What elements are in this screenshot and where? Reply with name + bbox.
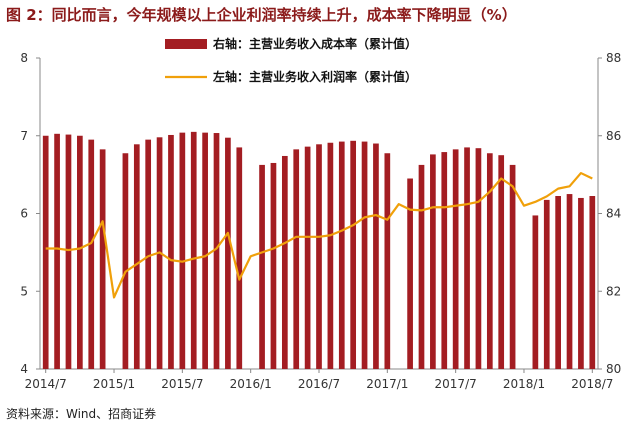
cost-ratio-bar [316,144,322,369]
x-tick-label: 2016/1 [230,377,272,391]
cost-ratio-bar [281,155,288,369]
cost-ratio-bar [384,153,391,369]
cost-ratio-bar [190,131,197,369]
legend-label-line: 左轴：主营业务收入利润率（累计值） [212,69,417,84]
cost-ratio-bar [42,135,49,369]
chart-legend: 右轴：主营业务收入成本率（累计值） 左轴：主营业务收入利润率（累计值） [165,36,417,84]
cost-ratio-bar [555,196,561,369]
cost-ratio-bar [430,154,436,369]
cost-ratio-bar [543,199,550,369]
cost-ratio-bar [202,132,208,369]
cost-ratio-bar [304,146,311,369]
cost-ratio-bar [566,194,573,369]
cost-ratio-bar [509,164,516,369]
cost-ratio-bar [338,141,345,369]
cost-ratio-bar [498,155,505,369]
cost-ratio-bar [213,133,220,369]
cost-ratio-bar [407,178,413,369]
right-tick-label: 86 [606,129,621,143]
cost-ratio-bar [475,148,482,369]
cost-ratio-bar [327,142,334,369]
cost-ratio-bar [225,137,231,369]
cost-ratio-bar [532,215,539,369]
legend-swatch-bar [165,39,207,49]
cost-ratio-bar [77,135,83,369]
cost-ratio-bar [486,153,493,369]
right-tick-label: 84 [606,207,621,221]
cost-ratio-bar [350,140,357,369]
left-tick-label: 5 [20,284,28,298]
x-tick-label: 2014/7 [25,377,67,391]
left-tick-label: 8 [20,51,28,65]
cost-ratio-bar [270,162,277,369]
cost-ratio-bar [133,144,140,369]
cost-ratio-bar [145,139,152,369]
cost-ratio-bar [464,147,470,369]
cost-ratio-bar [293,149,300,369]
x-tick-label: 2016/7 [298,377,340,391]
line-series [45,171,593,299]
cost-ratio-bar [168,134,174,369]
cost-ratio-bar [441,152,448,369]
source-note: 资料来源：Wind、招商证券 [6,407,157,421]
x-tick-label: 2017/1 [366,377,408,391]
legend-label-bar: 右轴：主营业务收入成本率（累计值） [212,36,417,51]
cost-ratio-bar [179,132,186,369]
chart-title: 图 2：同比而言，今年规模以上企业利润率持续上升，成本率下降明显（%） [6,6,517,24]
x-tick-label: 2015/1 [93,377,135,391]
x-tick-label: 2018/7 [571,377,613,391]
cost-ratio-bar [452,149,459,369]
left-tick-label: 6 [20,207,28,221]
left-tick-label: 4 [20,362,28,376]
cost-ratio-bar [122,153,129,369]
bar-series [42,131,596,369]
x-tick-label: 2018/1 [503,377,545,391]
cost-ratio-bar [88,139,95,369]
cost-ratio-bar [589,196,596,369]
left-tick-label: 7 [20,129,28,143]
cost-ratio-bar [99,149,106,369]
cost-ratio-bar [259,164,265,369]
cost-ratio-bar [578,197,584,369]
right-tick-label: 82 [606,284,621,298]
cost-ratio-bar [418,164,425,369]
cost-ratio-bar [65,134,72,369]
cost-ratio-bar [236,147,243,369]
profit-margin-line [45,171,593,299]
cost-ratio-bar [361,141,368,369]
right-tick-label: 88 [606,51,621,65]
x-tick-label: 2015/7 [161,377,203,391]
x-tick-label: 2017/7 [435,377,477,391]
cost-ratio-bar [373,143,379,369]
right-tick-label: 80 [606,362,621,376]
cost-ratio-bar [54,133,60,369]
